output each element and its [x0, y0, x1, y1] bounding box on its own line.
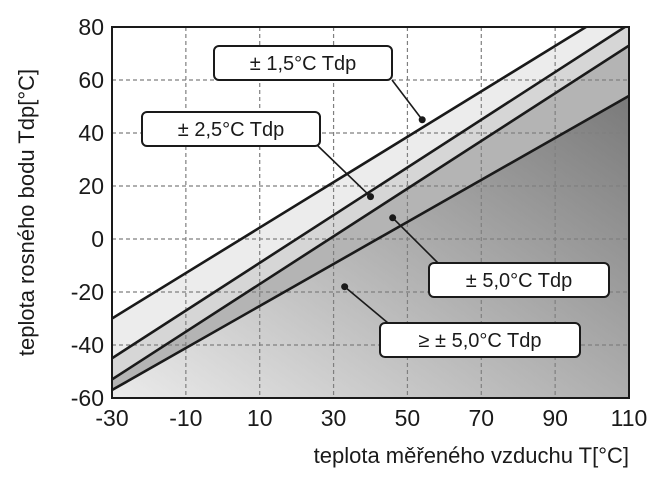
callout-1: ± 1,5°C Tdp	[213, 45, 426, 124]
y-tick-label: 0	[91, 226, 104, 252]
x-tick-label: 50	[395, 405, 421, 431]
x-tick-label: 30	[321, 405, 347, 431]
callout-leader	[391, 79, 423, 121]
x-axis-label: teplota měřeného vzduchu T[°C]	[314, 443, 629, 468]
series-line-3	[112, 44, 629, 381]
callout-3: ± 5,0°C Tdp	[389, 214, 610, 298]
callout-label: ± 5,0°C Tdp	[466, 270, 572, 292]
series-line-2	[112, 27, 628, 360]
callout-leader	[392, 217, 439, 264]
x-tick-label: 10	[247, 405, 273, 431]
y-tick-label: 40	[78, 120, 104, 146]
x-tick-label: -10	[169, 405, 202, 431]
callout-dot	[367, 193, 374, 201]
y-tick-label: -60	[71, 385, 104, 411]
callout-dot	[341, 283, 349, 291]
x-tick-label: -30	[95, 405, 128, 431]
callout-box	[428, 262, 610, 298]
callout-leader	[317, 145, 372, 198]
callout-dot	[389, 214, 397, 222]
callout-leader	[344, 286, 389, 324]
callout-box	[141, 111, 321, 147]
y-tick-label: -20	[71, 279, 104, 305]
callout-2: ± 2,5°C Tdp	[141, 111, 374, 201]
callout-4: ≥ ± 5,0°C Tdp	[341, 283, 581, 358]
series-line-4	[112, 94, 629, 392]
callout-label: ± 2,5°C Tdp	[178, 119, 284, 141]
y-tick-label: 20	[78, 173, 104, 199]
tolerance-band-2	[112, 27, 629, 380]
callout-dot	[418, 116, 426, 124]
tolerance-band-3	[112, 45, 629, 391]
x-tick-label: 90	[542, 405, 568, 431]
y-tick-label: 60	[78, 67, 104, 93]
x-tick-label: 110	[611, 405, 648, 431]
callout-label: ≥ ± 5,0°C Tdp	[419, 330, 542, 352]
y-axis-label: teplota rosného bodu Tdp[°C]	[14, 69, 39, 356]
callout-label: ± 1,5°C Tdp	[250, 53, 356, 75]
callout-box	[213, 45, 393, 81]
y-tick-label: 80	[78, 14, 104, 40]
series-line-1	[112, 27, 589, 320]
y-tick-label: -40	[71, 332, 104, 358]
callout-box	[379, 322, 581, 358]
x-tick-label: 70	[468, 405, 494, 431]
plot-frame	[111, 26, 630, 399]
